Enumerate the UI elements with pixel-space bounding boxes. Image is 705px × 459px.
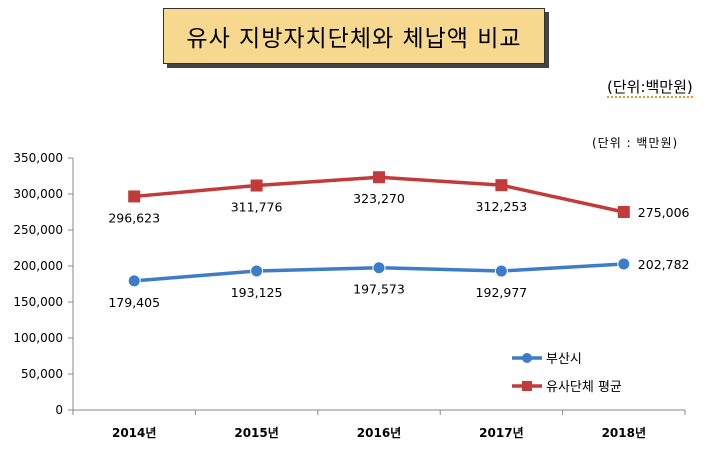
data-label: 296,623 <box>108 210 160 225</box>
data-point <box>617 205 630 218</box>
data-label: 179,405 <box>108 295 160 310</box>
y-tick-label: 50,000 <box>21 367 63 381</box>
legend-marker <box>522 381 532 391</box>
unit-note-top-text: (단위:백만원) <box>607 78 693 98</box>
y-tick-label: 300,000 <box>13 187 63 201</box>
data-label: 202,782 <box>638 257 690 272</box>
data-point <box>250 264 264 278</box>
x-tick-label: 2015년 <box>234 426 278 440</box>
data-label: 323,270 <box>353 191 405 206</box>
y-tick-label: 350,000 <box>13 151 63 165</box>
chart-title: 유사 지방자치단체와 체납액 비교 <box>186 26 522 52</box>
x-tick-label: 2014년 <box>112 426 156 440</box>
data-label: 311,776 <box>231 200 283 215</box>
legend-label: 부산시 <box>546 352 582 367</box>
data-point <box>127 274 141 288</box>
x-tick-label: 2016년 <box>357 426 401 440</box>
y-tick-label: 250,000 <box>13 223 63 237</box>
data-point <box>617 257 631 271</box>
data-label: 192,977 <box>476 285 528 300</box>
data-label: 193,125 <box>231 285 283 300</box>
chart-title-banner: 유사 지방자치단체와 체납액 비교 <box>163 8 545 64</box>
legend-label: 유사단체 평균 <box>546 380 622 395</box>
unit-note-top: (단위:백만원) <box>607 76 693 98</box>
x-tick-label: 2018년 <box>602 426 646 440</box>
data-label: 197,573 <box>353 282 405 297</box>
y-tick-label: 200,000 <box>13 259 63 273</box>
data-point <box>373 171 385 184</box>
data-point <box>250 179 263 192</box>
data-label: 275,006 <box>638 205 690 220</box>
y-tick-label: 150,000 <box>13 295 63 309</box>
data-point <box>128 190 141 203</box>
legend-marker <box>522 353 532 363</box>
x-tick-label: 2017년 <box>479 426 523 440</box>
data-point <box>495 179 508 192</box>
y-tick-label: 100,000 <box>13 331 63 345</box>
y-tick-label: 0 <box>55 403 63 417</box>
data-label: 312,253 <box>476 199 528 214</box>
data-point <box>372 261 386 275</box>
data-point <box>494 264 508 278</box>
unit-note-chart: (단위 : 백만원) <box>592 136 679 150</box>
